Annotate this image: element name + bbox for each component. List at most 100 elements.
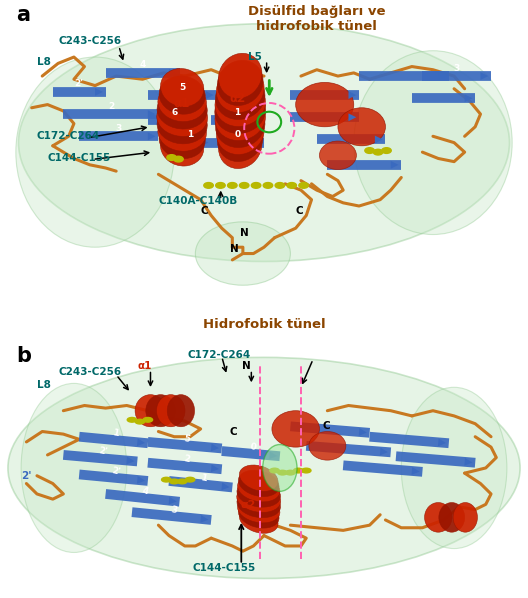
Text: C140A-C140B: C140A-C140B bbox=[158, 196, 238, 206]
Circle shape bbox=[174, 156, 183, 162]
Circle shape bbox=[228, 182, 237, 188]
Ellipse shape bbox=[238, 475, 280, 502]
Ellipse shape bbox=[238, 496, 280, 523]
Ellipse shape bbox=[156, 395, 185, 427]
Text: 0: 0 bbox=[249, 443, 257, 452]
Ellipse shape bbox=[195, 222, 290, 285]
Ellipse shape bbox=[239, 465, 278, 492]
Text: 4: 4 bbox=[142, 486, 149, 496]
Text: C: C bbox=[230, 426, 237, 437]
Circle shape bbox=[240, 182, 249, 188]
Text: Hidrofobik tünel: Hidrofobik tünel bbox=[203, 318, 325, 331]
Text: 2': 2' bbox=[111, 466, 121, 477]
Ellipse shape bbox=[161, 69, 204, 107]
Circle shape bbox=[127, 417, 137, 422]
Text: 1: 1 bbox=[187, 130, 193, 139]
Circle shape bbox=[185, 477, 195, 482]
Text: 2: 2 bbox=[183, 454, 191, 465]
Circle shape bbox=[373, 150, 383, 155]
Text: C: C bbox=[322, 422, 329, 431]
Text: 5: 5 bbox=[179, 83, 185, 91]
Ellipse shape bbox=[309, 432, 346, 460]
Ellipse shape bbox=[146, 395, 175, 427]
Text: C144-C155: C144-C155 bbox=[193, 563, 256, 573]
Ellipse shape bbox=[8, 358, 520, 578]
Ellipse shape bbox=[237, 486, 281, 512]
Circle shape bbox=[251, 182, 261, 188]
Ellipse shape bbox=[157, 98, 208, 136]
Ellipse shape bbox=[401, 388, 507, 548]
Text: L5: L5 bbox=[248, 52, 262, 62]
Circle shape bbox=[143, 417, 153, 422]
Ellipse shape bbox=[215, 89, 266, 133]
Ellipse shape bbox=[215, 102, 265, 148]
Text: 1: 1 bbox=[234, 108, 241, 117]
Ellipse shape bbox=[218, 117, 263, 161]
Text: 3: 3 bbox=[116, 124, 122, 133]
Ellipse shape bbox=[216, 109, 264, 154]
Text: 3: 3 bbox=[454, 63, 460, 72]
Ellipse shape bbox=[21, 383, 127, 553]
Ellipse shape bbox=[215, 74, 265, 120]
Text: L8: L8 bbox=[37, 57, 51, 67]
Ellipse shape bbox=[338, 108, 385, 146]
Circle shape bbox=[365, 148, 374, 154]
Ellipse shape bbox=[319, 141, 356, 170]
Ellipse shape bbox=[218, 60, 263, 105]
Ellipse shape bbox=[161, 128, 204, 166]
Text: α1: α1 bbox=[173, 96, 190, 109]
Circle shape bbox=[287, 182, 297, 188]
Circle shape bbox=[270, 468, 279, 473]
Ellipse shape bbox=[157, 91, 208, 129]
Ellipse shape bbox=[216, 68, 264, 112]
Circle shape bbox=[382, 148, 391, 154]
Text: 1: 1 bbox=[200, 473, 208, 483]
Ellipse shape bbox=[296, 83, 354, 127]
Text: C243-C256: C243-C256 bbox=[58, 36, 121, 46]
Circle shape bbox=[162, 477, 171, 482]
Text: 3: 3 bbox=[170, 505, 178, 515]
Text: N: N bbox=[242, 361, 251, 371]
Ellipse shape bbox=[157, 105, 208, 144]
Ellipse shape bbox=[18, 24, 510, 261]
Ellipse shape bbox=[354, 51, 512, 234]
Text: C243-C256: C243-C256 bbox=[58, 367, 121, 377]
Circle shape bbox=[204, 182, 213, 188]
Ellipse shape bbox=[238, 470, 279, 496]
Circle shape bbox=[294, 468, 303, 473]
Ellipse shape bbox=[439, 502, 465, 532]
Text: 2': 2' bbox=[74, 80, 84, 89]
Text: C: C bbox=[201, 206, 208, 216]
Ellipse shape bbox=[425, 502, 452, 532]
Circle shape bbox=[286, 470, 295, 475]
Circle shape bbox=[177, 479, 187, 484]
Ellipse shape bbox=[272, 411, 319, 447]
Circle shape bbox=[167, 155, 176, 160]
Circle shape bbox=[301, 468, 311, 473]
Text: C172-C264: C172-C264 bbox=[37, 132, 100, 141]
Text: α2: α2 bbox=[230, 91, 246, 105]
Text: 2': 2' bbox=[21, 471, 32, 481]
Text: 1: 1 bbox=[112, 429, 120, 438]
Text: 4: 4 bbox=[139, 60, 146, 69]
Text: α2: α2 bbox=[240, 500, 256, 510]
Text: 2': 2' bbox=[98, 447, 108, 457]
Text: α1: α1 bbox=[137, 361, 152, 371]
Ellipse shape bbox=[215, 95, 266, 141]
Ellipse shape bbox=[158, 83, 206, 121]
Circle shape bbox=[278, 470, 287, 475]
Text: C172-C264: C172-C264 bbox=[187, 350, 251, 360]
Ellipse shape bbox=[158, 113, 206, 151]
Text: a: a bbox=[16, 5, 30, 25]
Circle shape bbox=[169, 479, 179, 484]
Text: C: C bbox=[296, 206, 303, 216]
Text: b: b bbox=[16, 346, 31, 365]
Text: C144-C155: C144-C155 bbox=[48, 154, 111, 163]
Ellipse shape bbox=[219, 53, 262, 99]
Circle shape bbox=[135, 419, 145, 424]
Ellipse shape bbox=[219, 123, 262, 169]
Ellipse shape bbox=[215, 81, 266, 127]
Ellipse shape bbox=[238, 502, 279, 528]
Ellipse shape bbox=[159, 76, 205, 114]
Ellipse shape bbox=[16, 57, 174, 247]
